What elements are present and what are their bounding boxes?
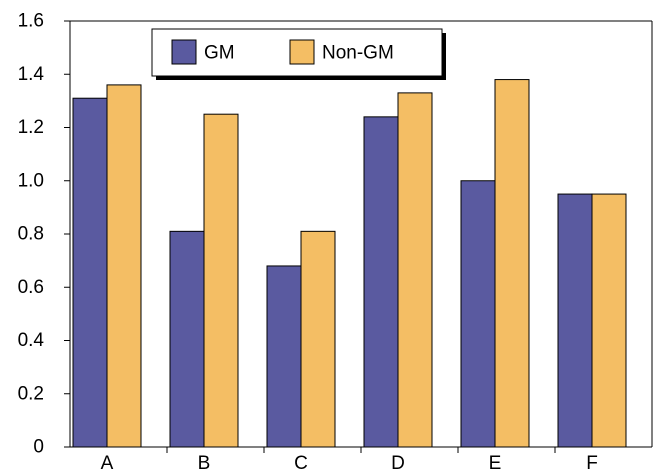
legend: GM Non-GM <box>151 28 446 80</box>
y-ticks-group: 0 0.2 0.4 0.6 0.8 1.0 1.2 1.4 1.6 <box>18 11 70 458</box>
bars-group <box>72 79 627 448</box>
y-tick-label: 1.6 <box>18 11 44 32</box>
x-category-label: D <box>391 453 405 474</box>
bar-non-gm-f <box>591 193 627 448</box>
bar-non-gm-d <box>397 92 433 448</box>
y-tick-label: 0.6 <box>18 277 44 298</box>
y-tick-label: 0 <box>33 437 44 458</box>
y-tick-label: 1.2 <box>18 117 44 138</box>
y-tick-label: 1.4 <box>18 64 45 85</box>
legend-swatch-gm <box>171 39 197 65</box>
x-category-label: F <box>586 453 598 474</box>
bar-non-gm-a <box>106 84 142 448</box>
x-category-label: B <box>198 453 211 474</box>
y-tick-label: 0.2 <box>18 383 44 404</box>
bar-gm-e <box>460 180 496 448</box>
bar-gm-f <box>557 193 593 448</box>
legend-label-gm: GM <box>204 43 235 64</box>
bar-gm-a <box>72 97 108 448</box>
bar-gm-c <box>266 265 302 448</box>
x-categories-group: A B C D E F <box>101 447 598 474</box>
x-category-label: A <box>101 453 114 474</box>
bar-gm-d <box>363 116 399 448</box>
x-category-label: E <box>489 453 502 474</box>
legend-swatch-non-gm <box>289 39 315 65</box>
bar-non-gm-e <box>494 79 530 448</box>
y-tick-label: 1.0 <box>18 170 44 191</box>
bar-non-gm-c <box>300 230 336 448</box>
bar-non-gm-b <box>203 113 239 448</box>
y-tick-label: 0.8 <box>18 224 44 245</box>
y-tick-label: 0.4 <box>18 330 45 351</box>
x-category-label: C <box>294 453 308 474</box>
legend-label-non-gm: Non-GM <box>322 43 394 64</box>
bar-gm-b <box>169 230 205 448</box>
